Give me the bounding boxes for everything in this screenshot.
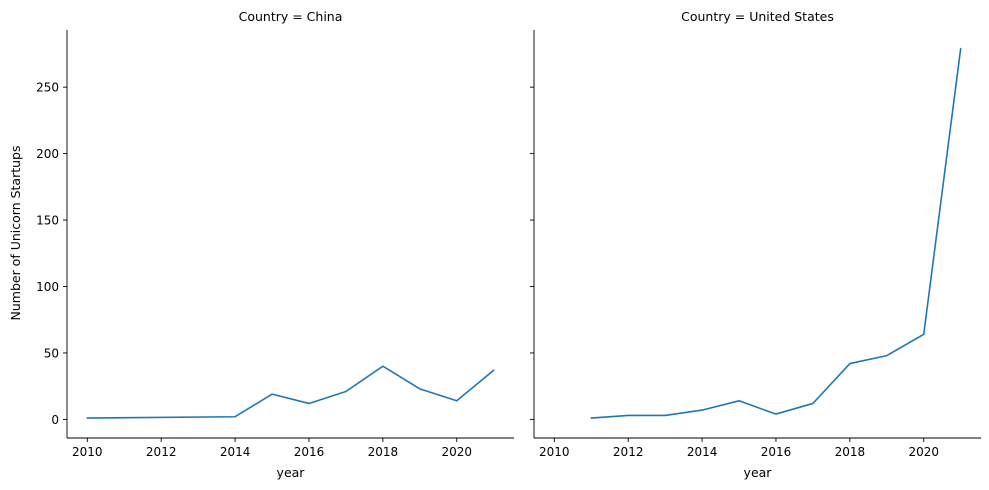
x-tick-label: 2014	[687, 445, 718, 459]
data-point	[886, 354, 888, 356]
x-tick-label: 2018	[368, 445, 399, 459]
data-point	[492, 369, 494, 371]
data-point	[234, 416, 236, 418]
data-point	[271, 393, 273, 395]
data-point	[308, 402, 310, 404]
data-point	[456, 400, 458, 402]
data-point	[738, 400, 740, 402]
x-tick-label: 2012	[613, 445, 644, 459]
data-point	[812, 402, 814, 404]
x-tick-label: 2010	[539, 445, 570, 459]
data-point	[86, 417, 88, 419]
x-tick-label: 2012	[146, 445, 177, 459]
x-tick-label: 2016	[294, 445, 325, 459]
data-point	[419, 388, 421, 390]
panel-title: Country = China	[239, 9, 343, 24]
data-point	[627, 414, 629, 416]
panel-united-states: Country = United States 2010 2012 2014 2016 2…	[530, 9, 981, 480]
x-axis-label: year	[744, 465, 773, 480]
y-tick-label: 200	[36, 147, 59, 161]
x-tick-label: 2010	[72, 445, 103, 459]
y-tick-label: 250	[36, 81, 59, 95]
data-point	[345, 390, 347, 392]
x-tick-label: 2020	[441, 445, 472, 459]
y-tick-label: 150	[36, 214, 59, 228]
data-point	[664, 414, 666, 416]
data-point	[382, 365, 384, 367]
data-point	[849, 362, 851, 364]
x-tick-label: 2016	[761, 445, 792, 459]
x-tick-label: 2020	[908, 445, 939, 459]
data-point	[923, 333, 925, 335]
data-point	[590, 417, 592, 419]
series-line-united-states	[590, 47, 962, 419]
series-line-china	[86, 365, 495, 419]
x-tick-label: 2014	[220, 445, 251, 459]
data-point	[775, 413, 777, 415]
panel-title: Country = United States	[681, 9, 834, 24]
y-tick-label: 50	[44, 346, 59, 360]
x-axis-label: year	[277, 465, 306, 480]
data-point	[701, 409, 703, 411]
data-point	[959, 47, 961, 49]
y-tick-label: 0	[51, 413, 59, 427]
x-tick-label: 2018	[835, 445, 866, 459]
panel-china: Country = China 2010 2012 2014 2016 2018 2020 0…	[36, 9, 514, 480]
y-axis-label: Number of Unicorn Startups	[8, 146, 23, 321]
y-tick-label: 100	[36, 280, 59, 294]
